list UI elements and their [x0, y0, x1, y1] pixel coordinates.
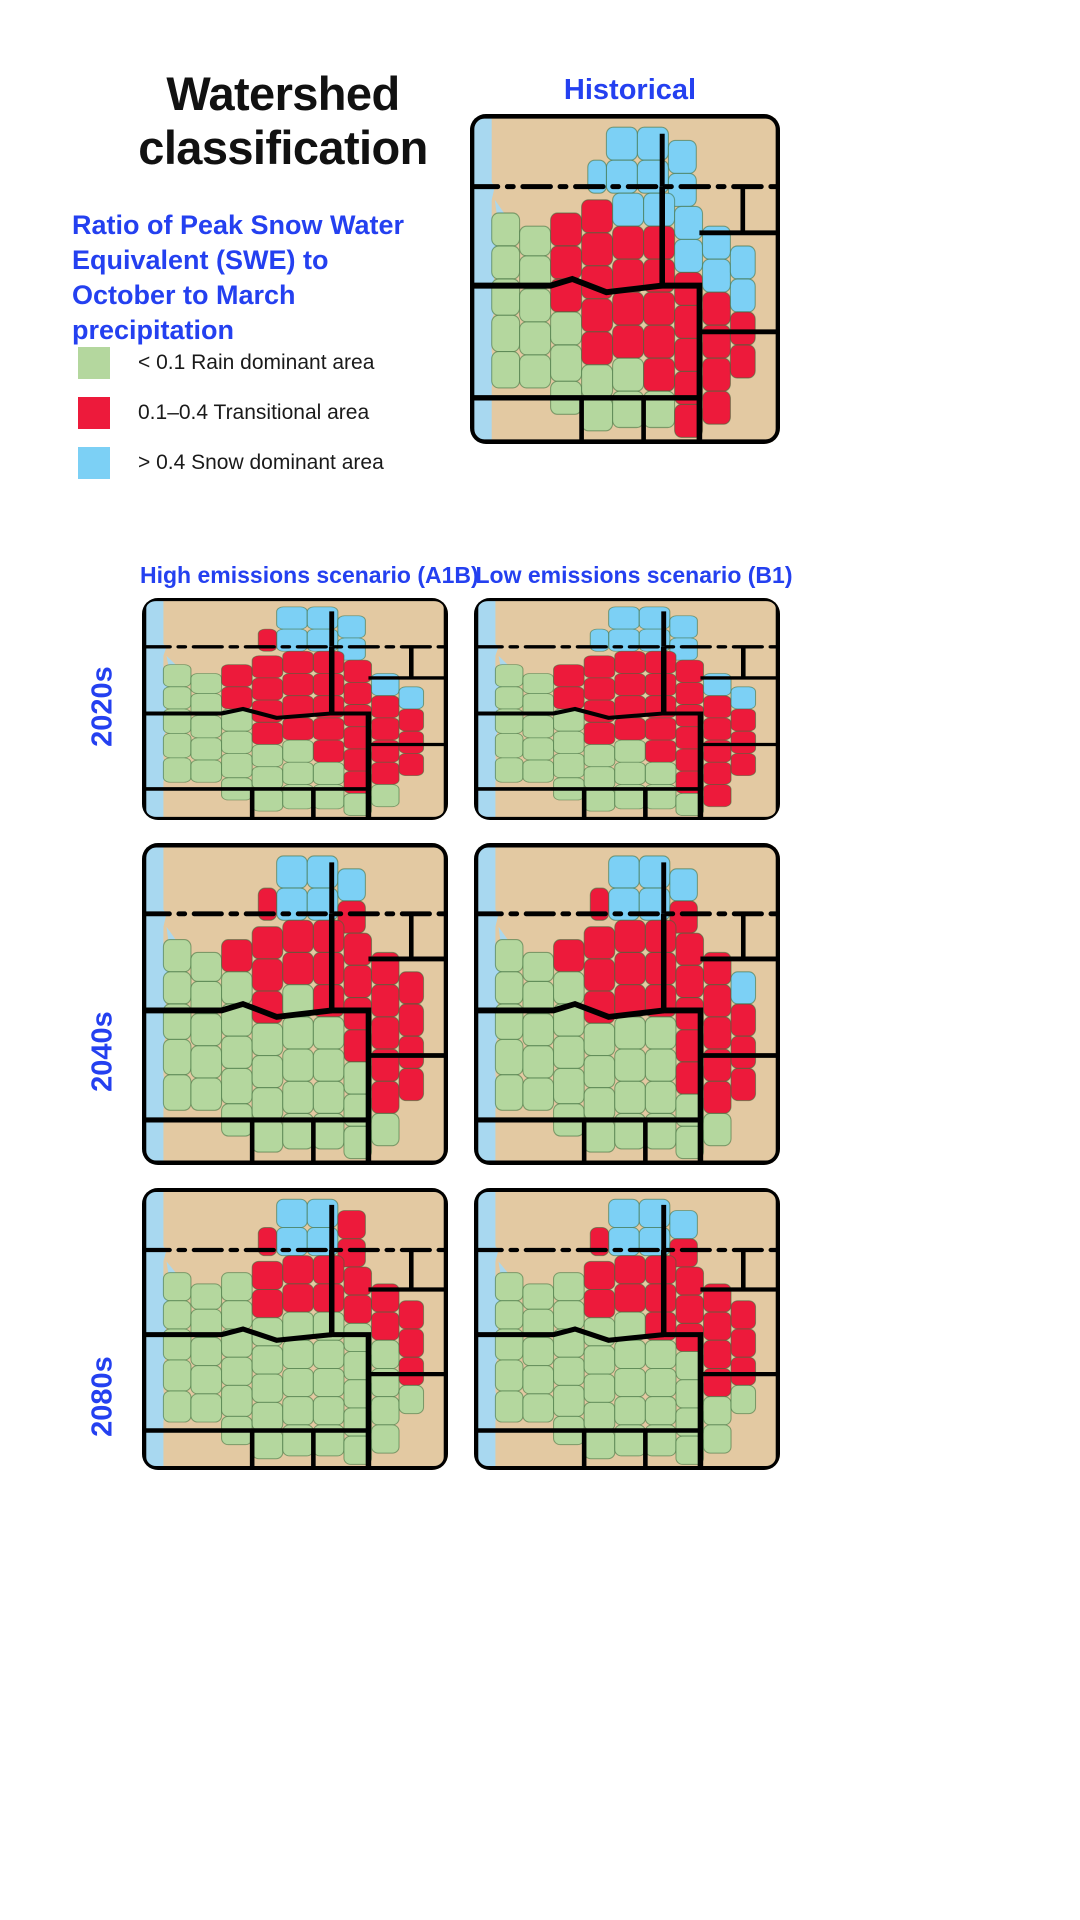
legend-swatch-rain-dominant — [78, 347, 110, 379]
legend-item-snow-dominant: > 0.4 Snow dominant area — [72, 438, 452, 488]
column-header-high-emissions: High emissions scenario (A1B) — [140, 562, 479, 588]
legend: < 0.1 Rain dominant area 0.1–0.4 Transit… — [72, 338, 452, 488]
legend-label-snow-dominant: > 0.4 Snow dominant area — [138, 451, 384, 474]
legend-caption: Ratio of Peak Snow Water Equivalent (SWE… — [72, 210, 405, 346]
map-panel-2020s-low-emissions — [474, 598, 780, 820]
map-panel-2080s-high-emissions — [142, 1188, 448, 1470]
map-panel-2080s-low-emissions — [474, 1188, 780, 1470]
column-header-historical: Historical — [563, 74, 697, 106]
legend-label-rain-dominant: < 0.1 Rain dominant area — [138, 351, 375, 374]
legend-item-rain-dominant: < 0.1 Rain dominant area — [72, 338, 452, 388]
page-title: Watershed classification — [138, 67, 428, 175]
column-header-low-emissions: Low emissions scenario (B1) — [475, 562, 793, 588]
row-label-2040s: 2040s — [86, 1011, 119, 1092]
map-panel-2040s-low-emissions — [474, 843, 780, 1165]
map-panel-2040s-high-emissions — [142, 843, 448, 1165]
map-panel-2020s-high-emissions — [142, 598, 448, 820]
legend-swatch-transitional — [78, 397, 110, 429]
legend-item-transitional: 0.1–0.4 Transitional area — [72, 388, 452, 438]
legend-swatch-snow-dominant — [78, 447, 110, 479]
map-panel-historical — [470, 114, 780, 444]
legend-label-transitional: 0.1–0.4 Transitional area — [138, 401, 370, 424]
row-label-2020s: 2020s — [86, 666, 119, 747]
row-label-2080s: 2080s — [86, 1356, 119, 1437]
